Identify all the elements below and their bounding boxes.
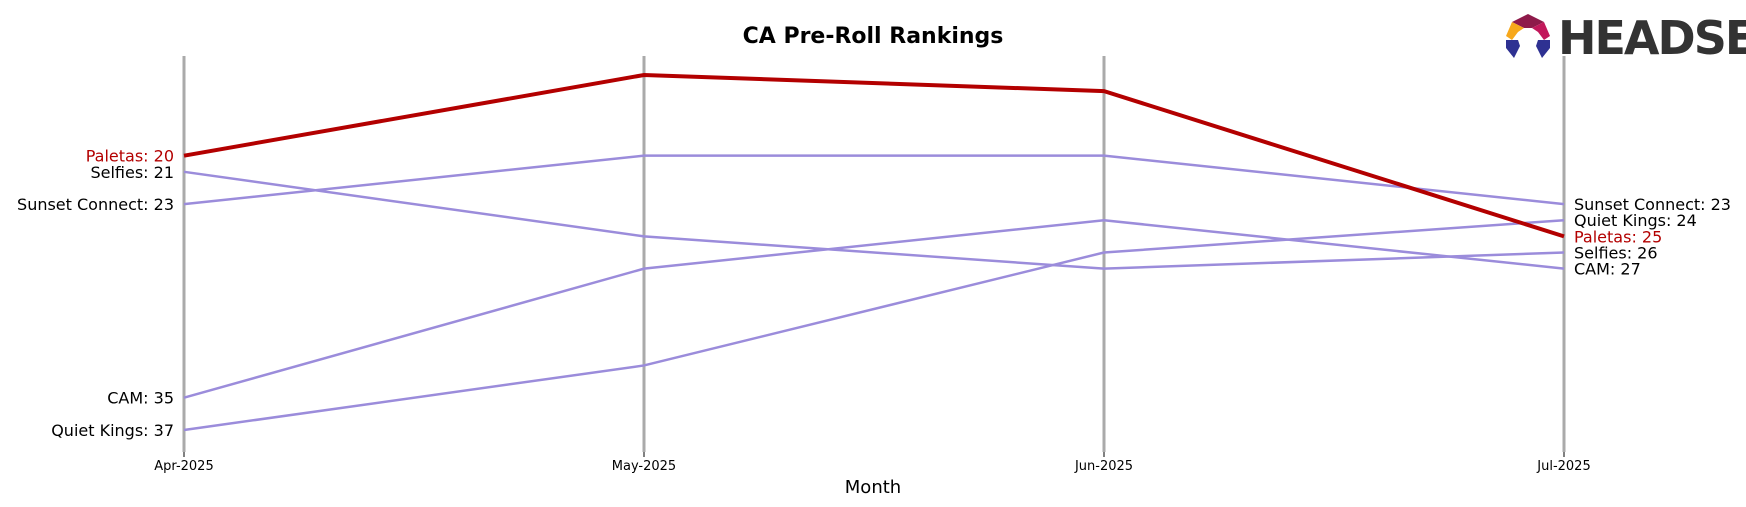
end-rank-label: Quiet Kings: 24 — [1574, 211, 1697, 230]
chart-title: CA Pre-Roll Rankings — [743, 24, 1004, 49]
x-tick-label: May-2025 — [612, 459, 676, 474]
x-tick-label: Jun-2025 — [1074, 459, 1133, 474]
logo-mark-top — [1512, 14, 1544, 28]
logo-mark-bottom-left — [1506, 40, 1520, 58]
end-rank-label: Sunset Connect: 23 — [1574, 195, 1731, 214]
series-line — [183, 218, 1565, 399]
start-rank-label: Paletas: 20 — [86, 147, 174, 166]
end-rank-label: CAM: 27 — [1574, 260, 1641, 279]
x-tick-label: Apr-2025 — [154, 459, 213, 474]
logo-mark-left — [1506, 22, 1524, 40]
logo-mark-right — [1532, 22, 1550, 40]
series-line — [183, 154, 1565, 206]
start-rank-label: Quiet Kings: 37 — [51, 421, 174, 440]
series-labels: Paletas: 20 Paletas: 25 Selfies: 21 Selfies… — [17, 147, 1731, 440]
logo-text: HEADSET — [1558, 11, 1746, 65]
end-rank-label: Selfies: 26 — [1574, 244, 1658, 263]
series-line — [183, 218, 1565, 432]
x-axis-label: Month — [845, 477, 901, 498]
start-rank-label: CAM: 35 — [107, 389, 174, 408]
start-rank-label: Sunset Connect: 23 — [17, 195, 174, 214]
x-tick-label: Jul-2025 — [1536, 459, 1590, 474]
series-lines — [183, 72, 1565, 432]
series-line — [183, 170, 1565, 270]
start-rank-label: Selfies: 21 — [90, 163, 174, 182]
series-line — [183, 72, 1565, 239]
end-rank-label: Paletas: 25 — [1574, 227, 1662, 246]
headset-logo: HEADSET — [1506, 11, 1746, 65]
x-axis-ticks: Apr-2025 May-2025 Jun-2025 Jul-2025 — [154, 452, 1591, 474]
gridlines — [182, 56, 1566, 452]
logo-mark-bottom-right — [1536, 40, 1550, 58]
